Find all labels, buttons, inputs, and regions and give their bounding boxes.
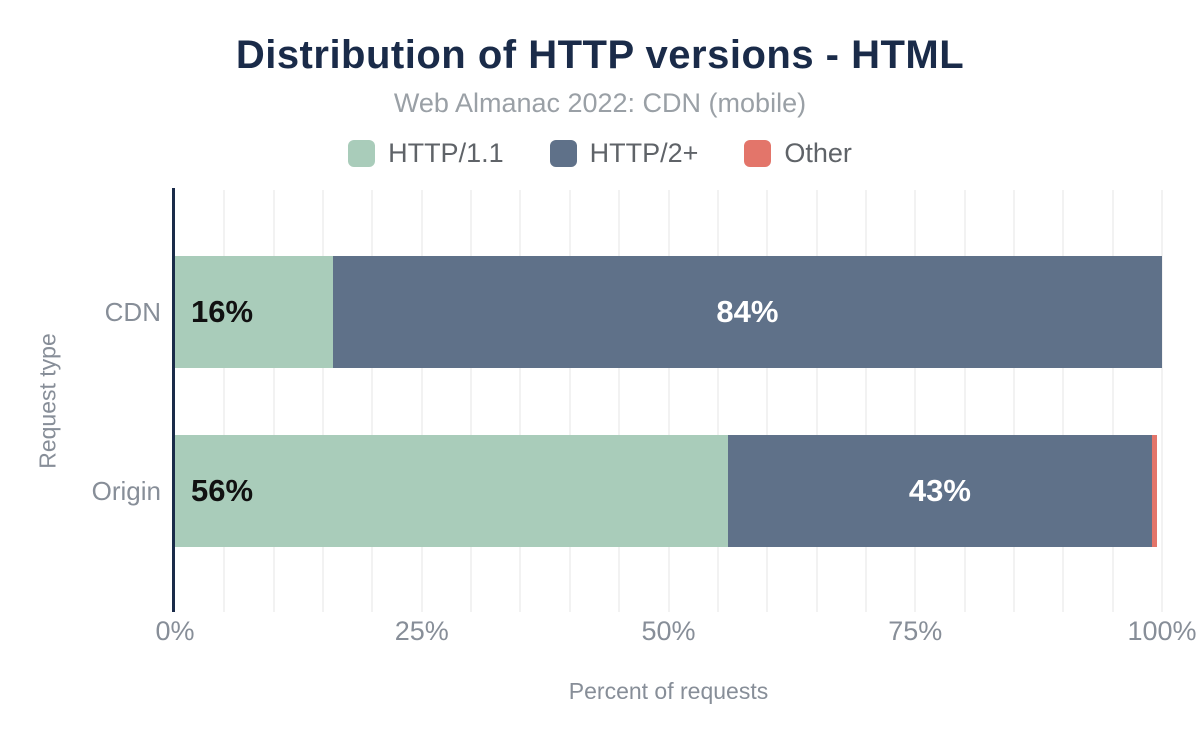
legend-swatch-icon — [549, 140, 577, 167]
legend: HTTP/1.1 HTTP/2+ Other — [0, 138, 1200, 169]
legend-swatch-icon — [744, 140, 772, 167]
x-tick-label: 100% — [1127, 616, 1197, 646]
gridline — [766, 190, 769, 612]
gridline — [223, 190, 226, 612]
gridline — [716, 190, 719, 612]
gridline — [963, 190, 966, 612]
bar-origin-segment-other[interactable] — [1152, 435, 1158, 547]
gridline — [1062, 190, 1065, 612]
gridline — [1111, 190, 1114, 612]
bar-value-label: 43% — [908, 473, 971, 508]
x-tick-label: 25% — [394, 616, 449, 646]
gridline — [815, 190, 818, 612]
y-axis-line — [172, 188, 175, 612]
legend-label: HTTP/2+ — [589, 138, 699, 168]
gridline — [470, 190, 473, 612]
bar-cdn-segment-http2[interactable]: 84% — [332, 256, 1162, 368]
bar-value-label: 16% — [191, 294, 254, 329]
gridline — [618, 190, 621, 612]
gridline — [371, 190, 374, 612]
bar-value-label: 56% — [191, 473, 254, 508]
legend-item-other: Other — [744, 138, 852, 169]
x-axis-title: Percent of requests — [568, 678, 769, 704]
bar-origin-segment-http2[interactable]: 43% — [727, 435, 1153, 547]
chart-title: Distribution of HTTP versions - HTML — [235, 33, 965, 77]
x-tick-label: 50% — [641, 616, 696, 646]
legend-item-http2: HTTP/2+ — [549, 138, 699, 169]
gridline — [864, 190, 867, 612]
gridline — [322, 190, 325, 612]
y-axis-category-cdn: CDN — [104, 296, 161, 327]
y-axis-category-origin: Origin — [91, 475, 161, 506]
x-tick-label: 0% — [155, 616, 195, 646]
legend-swatch-icon — [348, 140, 376, 167]
gridline — [667, 190, 670, 612]
gridline — [568, 190, 571, 612]
gridline — [519, 190, 522, 612]
gridline — [1161, 190, 1163, 612]
legend-label: Other — [784, 138, 852, 168]
gridline — [420, 190, 423, 612]
legend-item-http11: HTTP/1.1 — [348, 138, 504, 169]
gridline — [1012, 190, 1015, 612]
gridline — [914, 190, 917, 612]
gridline — [272, 190, 275, 612]
chart-subtitle: Web Almanac 2022: CDN (mobile) — [393, 88, 807, 118]
bar-cdn-segment-http11[interactable]: 16% — [175, 256, 333, 368]
legend-label: HTTP/1.1 — [388, 138, 504, 168]
x-tick-label: 75% — [888, 616, 943, 646]
bar-value-label: 84% — [716, 294, 779, 329]
y-axis-title: Request type — [34, 333, 61, 469]
bar-origin-segment-http11[interactable]: 56% — [175, 435, 728, 547]
